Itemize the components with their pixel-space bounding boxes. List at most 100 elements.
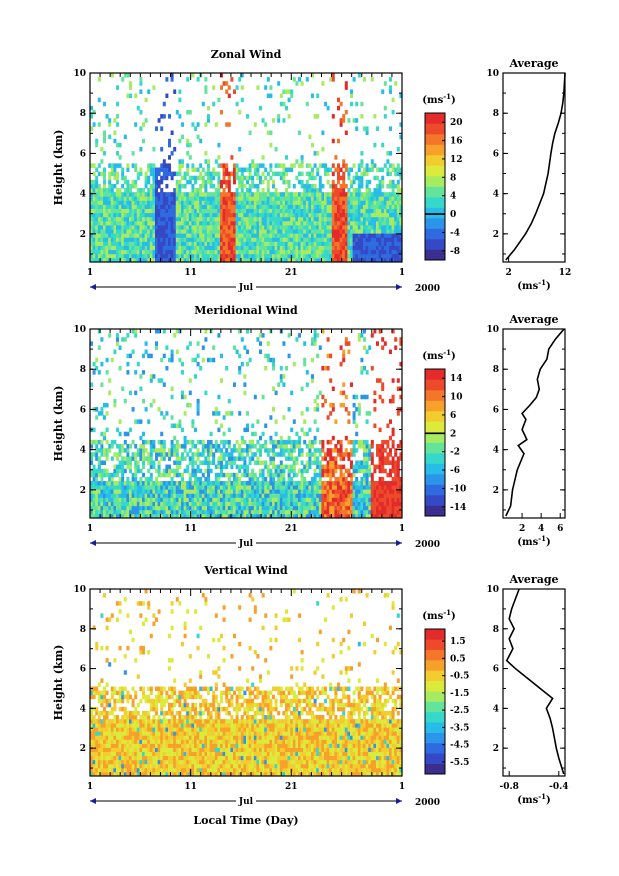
- heatmap-cell: [381, 257, 385, 263]
- heatmap-cell: [381, 196, 385, 201]
- heatmap-cell: [292, 229, 296, 234]
- heatmap-cell: [264, 485, 268, 490]
- heatmap-cell: [162, 212, 166, 218]
- heatmap-cell: [139, 501, 143, 507]
- heatmap-cell: [95, 497, 99, 502]
- heatmap-cell: [295, 216, 299, 222]
- heatmap-cell: [222, 485, 226, 490]
- heatmap-cell: [282, 481, 286, 486]
- heatmap-cell: [285, 509, 288, 515]
- heatmap-cell: [386, 241, 390, 246]
- heatmap-cell: [121, 77, 125, 82]
- heatmap-cell: [253, 257, 257, 263]
- heatmap-cell: [272, 501, 275, 507]
- heatmap-cell: [152, 237, 156, 242]
- heatmap-cell: [136, 229, 140, 234]
- heatmap-cell: [178, 257, 182, 263]
- heatmap-cell: [399, 233, 403, 238]
- heatmap-cell: [155, 179, 158, 185]
- heatmap-cell: [363, 509, 366, 515]
- heatmap-cell: [225, 448, 229, 453]
- heatmap-cell: [277, 212, 281, 218]
- heatmap-cell: [321, 208, 325, 214]
- heatmap-cell: [233, 448, 236, 453]
- heatmap-cell: [168, 163, 171, 168]
- heatmap-cell: [308, 220, 312, 226]
- heatmap-cell: [90, 489, 93, 494]
- heatmap-cell: [217, 97, 221, 103]
- heatmap-cell: [160, 448, 164, 453]
- heatmap-cell: [175, 208, 179, 214]
- heatmap-cell: [90, 456, 93, 461]
- heatmap-cell: [126, 333, 130, 338]
- heatmap-cell: [175, 349, 179, 355]
- heatmap-cell: [389, 200, 392, 205]
- heatmap-cell: [126, 167, 130, 173]
- heatmap-cell: [259, 220, 262, 226]
- heatmap-cell: [365, 456, 369, 461]
- heatmap-cell: [251, 476, 255, 482]
- heatmap-cell: [376, 229, 379, 234]
- heatmap-cell: [350, 101, 353, 107]
- heatmap-cell: [212, 249, 216, 255]
- heatmap-cell: [108, 134, 112, 140]
- heatmap-cell: [266, 200, 270, 205]
- heatmap-cell: [100, 200, 104, 205]
- heatmap-cell: [178, 509, 182, 515]
- heatmap-cell: [230, 501, 234, 507]
- heatmap-cell: [188, 175, 192, 181]
- heatmap-cell: [139, 171, 143, 177]
- heatmap-cell: [126, 204, 130, 209]
- heatmap-cell: [110, 456, 114, 461]
- heatmap-cell: [170, 509, 174, 515]
- heatmap-cell: [134, 485, 138, 490]
- heatmap-cell: [360, 196, 364, 201]
- heatmap-cell: [352, 188, 356, 193]
- heatmap-cell: [173, 423, 177, 429]
- heatmap-cell: [381, 179, 385, 185]
- heatmap-cell: [342, 497, 346, 502]
- heatmap-cell: [266, 237, 270, 242]
- heatmap-cell: [269, 225, 273, 230]
- heatmap-cell: [136, 216, 140, 222]
- heatmap-cell: [194, 175, 197, 181]
- heatmap-cell: [298, 468, 301, 474]
- heatmap-cell: [290, 233, 294, 238]
- heatmap-cell: [378, 225, 382, 230]
- heatmap-cell: [227, 509, 231, 515]
- heatmap-cell: [342, 171, 346, 177]
- heatmap-cell: [144, 237, 148, 242]
- heatmap-cell: [175, 196, 179, 201]
- heatmap-cell: [365, 241, 369, 246]
- heatmap-cell: [155, 204, 158, 209]
- heatmap-cell: [113, 481, 117, 486]
- heatmap-cell: [334, 188, 338, 193]
- heatmap-cell: [337, 464, 340, 470]
- heatmap-cell: [339, 257, 343, 263]
- heatmap-cell: [207, 472, 210, 478]
- heatmap-cell: [347, 456, 351, 461]
- heatmap-cell: [103, 171, 106, 177]
- average-x-label: (ms-1): [517, 278, 550, 292]
- heatmap-cell: [97, 204, 101, 209]
- heatmap-cell: [243, 456, 247, 461]
- heatmap-cell: [217, 489, 221, 494]
- heatmap-cell: [292, 489, 296, 494]
- heatmap-cell: [105, 208, 109, 214]
- heatmap-cell: [342, 390, 346, 396]
- heatmap-cell: [230, 452, 234, 457]
- heatmap-cell: [204, 444, 208, 449]
- heatmap-cell: [212, 456, 216, 461]
- heatmap-cell: [313, 337, 317, 342]
- heatmap-cell: [152, 220, 156, 226]
- heatmap-cell: [243, 472, 247, 478]
- heatmap-cell: [126, 188, 130, 193]
- heatmap-cell: [155, 216, 158, 222]
- heatmap-cell: [246, 489, 249, 494]
- heatmap-cell: [175, 439, 179, 445]
- heatmap-cell: [308, 188, 312, 193]
- heatmap-cell: [292, 163, 296, 168]
- heatmap-cell: [170, 448, 174, 453]
- heatmap-cell: [230, 200, 234, 205]
- heatmap-cell: [129, 249, 132, 255]
